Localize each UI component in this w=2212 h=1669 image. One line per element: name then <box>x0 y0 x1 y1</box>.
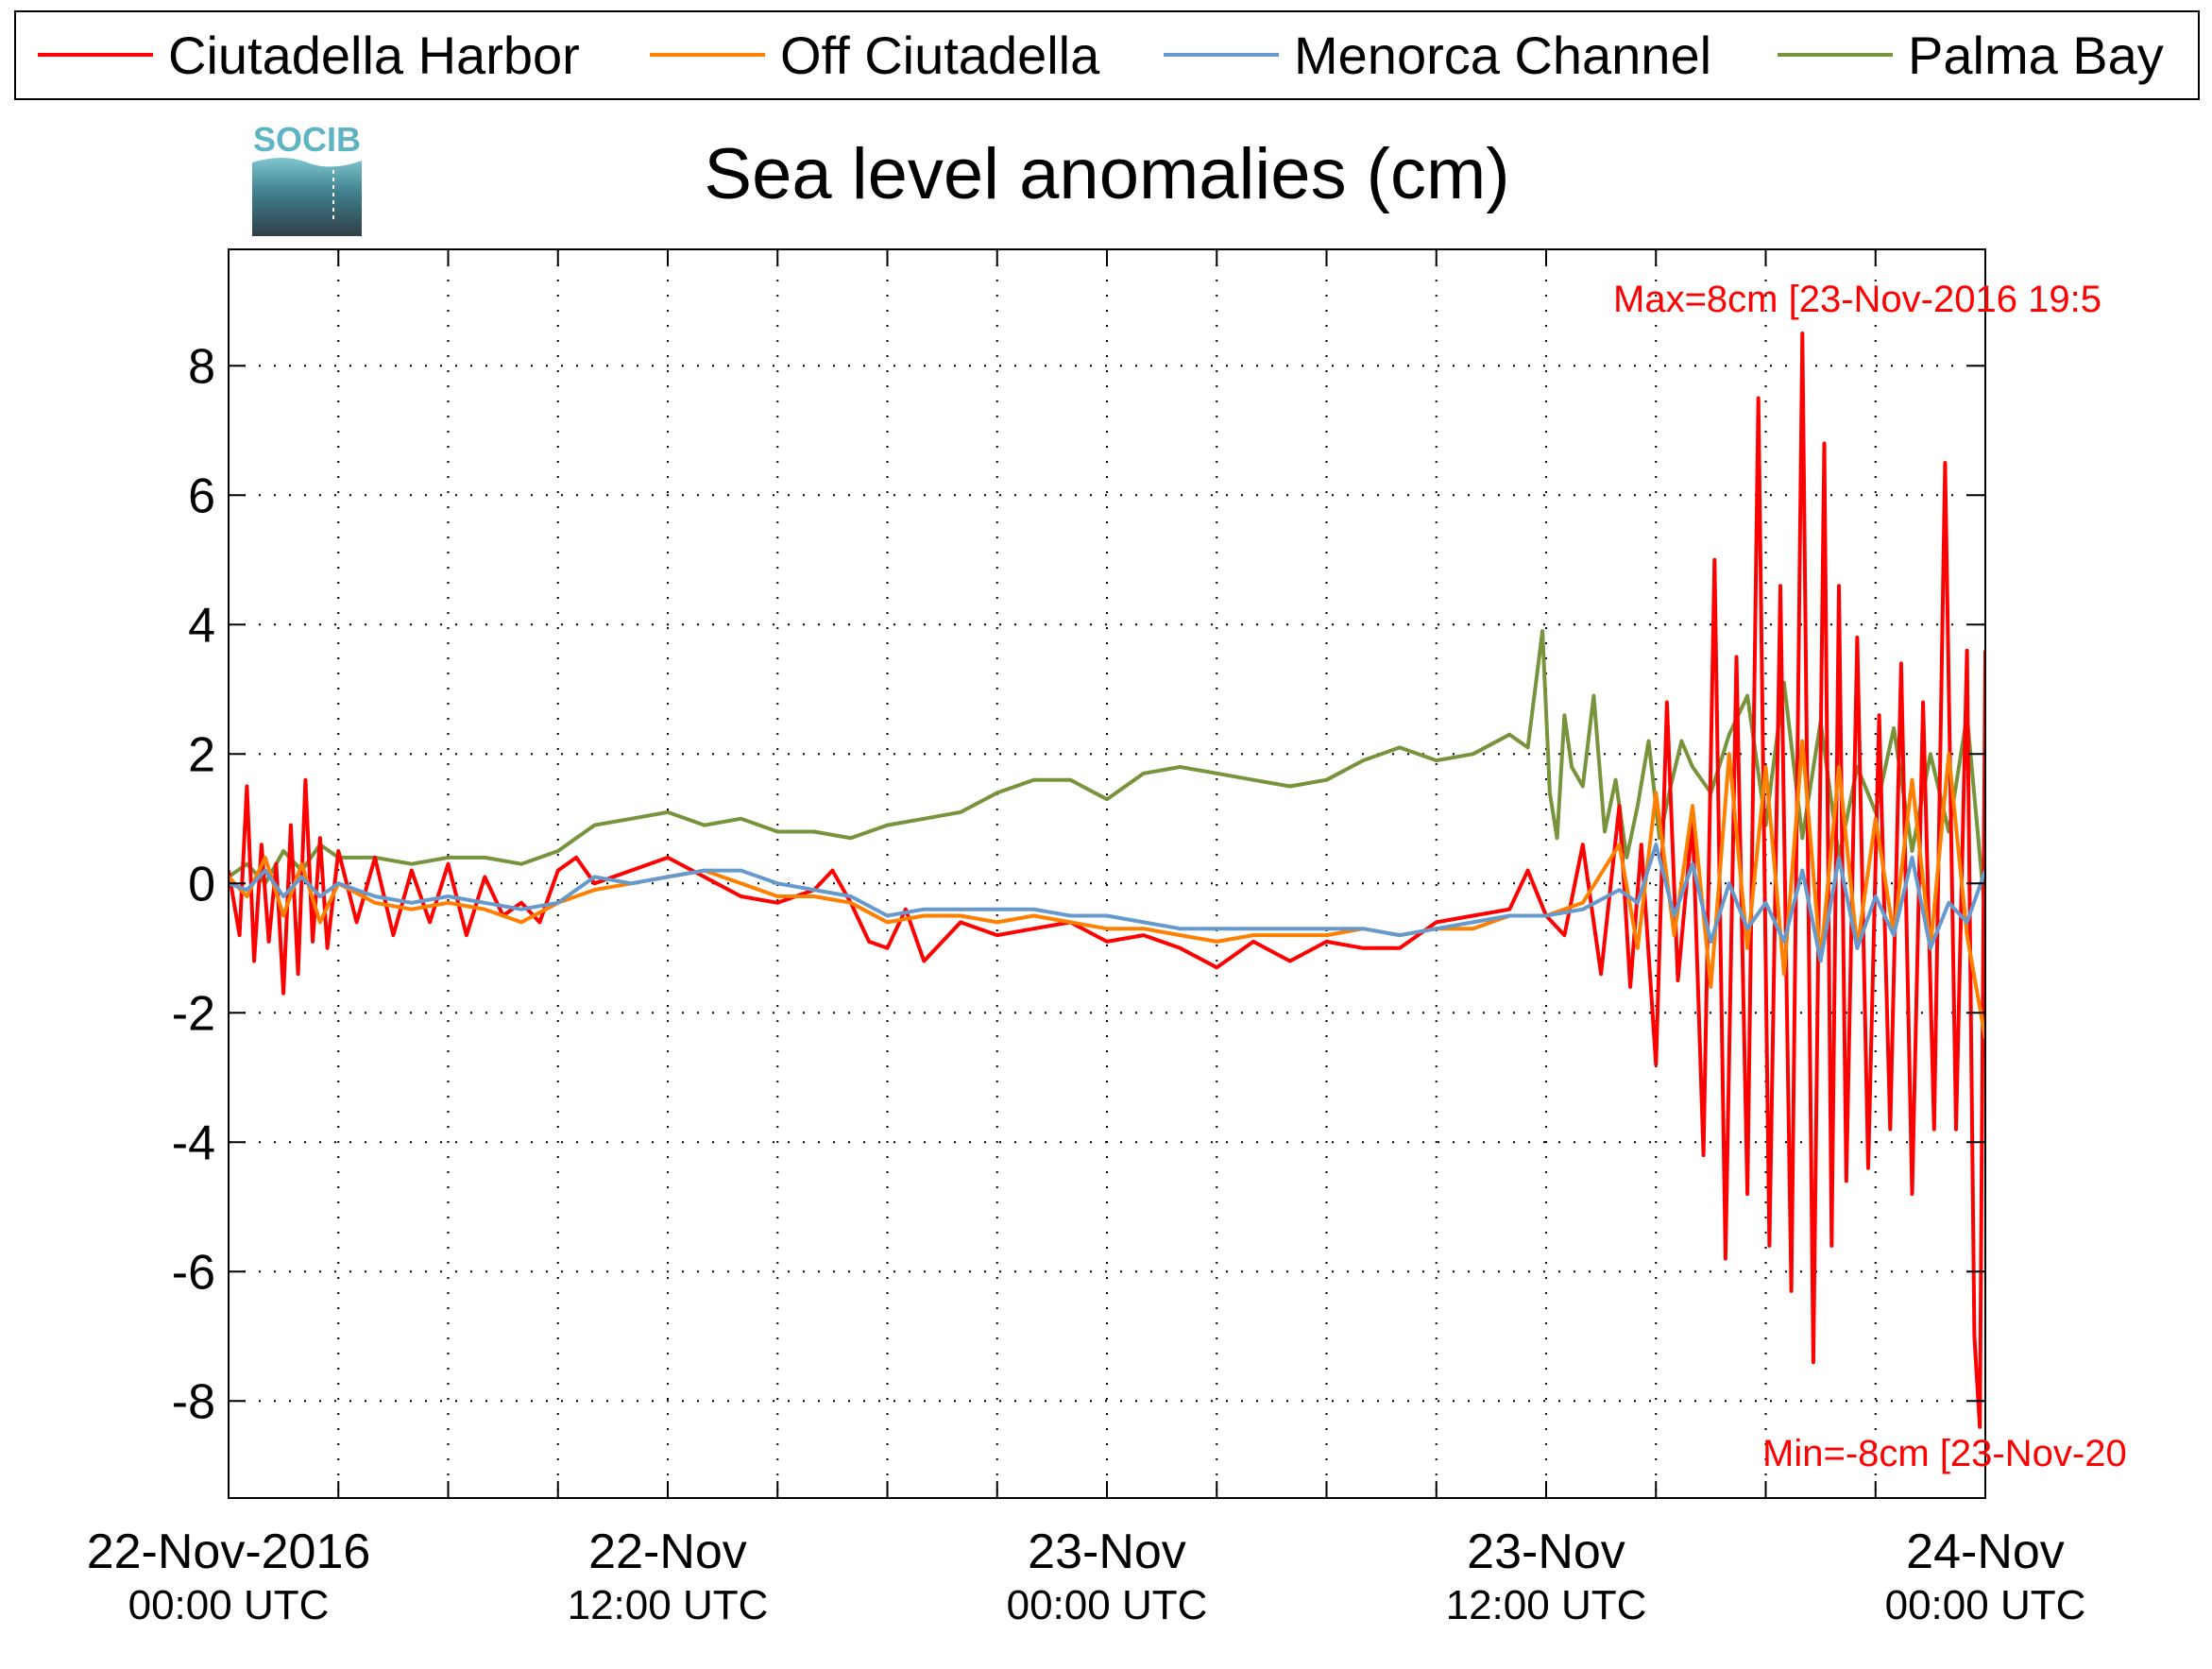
series-line-ciutadella-harbor <box>229 332 1985 1429</box>
legend-label: Off Ciutadella <box>780 26 1100 85</box>
grid <box>228 249 1986 1498</box>
x-tick-sublabel: 00:00 UTC <box>128 1582 330 1628</box>
x-tick-sublabel: 12:00 UTC <box>568 1582 769 1628</box>
x-tick-label: 23-Nov <box>1467 1524 1625 1579</box>
y-tick-label: 4 <box>188 598 215 653</box>
legend: Ciutadella Harbor Off Ciutadella Menorca C… <box>14 10 2200 100</box>
legend-label: Palma Bay <box>1908 26 2164 85</box>
chart-title: Sea level anomalies (cm) <box>704 134 1509 214</box>
ticks <box>228 249 1986 1498</box>
x-tick-sublabel: 00:00 UTC <box>1885 1582 2086 1628</box>
y-tick-label: 2 <box>188 727 215 782</box>
plot-frame <box>229 249 1985 1498</box>
y-tick-label: -4 <box>172 1116 215 1170</box>
x-tick-label: 23-Nov <box>1028 1524 1186 1579</box>
x-tick-sublabel: 12:00 UTC <box>1446 1582 1647 1628</box>
series-line-off-ciutadella <box>229 739 1985 1040</box>
legend-items: Ciutadella Harbor Off Ciutadella Menorca C… <box>38 26 2164 85</box>
socib-logo: SOCIB <box>252 120 362 236</box>
series-layer <box>229 332 1985 1429</box>
legend-label: Ciutadella Harbor <box>168 26 580 85</box>
y-tick-label: 6 <box>188 468 215 523</box>
y-tick-label: 0 <box>188 857 215 911</box>
x-tick-label: 24-Nov <box>1906 1524 2065 1579</box>
logo-wave-icon <box>252 158 362 236</box>
min-annotation: Min=-8cm [23-Nov-20 <box>1762 1433 2127 1474</box>
x-tick-sublabel: 00:00 UTC <box>1007 1582 1208 1628</box>
legend-label: Menorca Channel <box>1294 26 1711 85</box>
y-tick-label: 8 <box>188 339 215 394</box>
x-tick-label: 22-Nov-2016 <box>87 1524 371 1579</box>
y-tick-label: -6 <box>172 1245 215 1300</box>
max-annotation: Max=8cm [23-Nov-2016 19:5 <box>1613 279 2101 320</box>
logo-text: SOCIB <box>253 120 361 159</box>
y-tick-label: -2 <box>172 986 215 1041</box>
x-tick-label: 22-Nov <box>588 1524 747 1579</box>
series-line-menorca-channel <box>229 843 1985 963</box>
y-tick-label: -8 <box>172 1374 215 1429</box>
